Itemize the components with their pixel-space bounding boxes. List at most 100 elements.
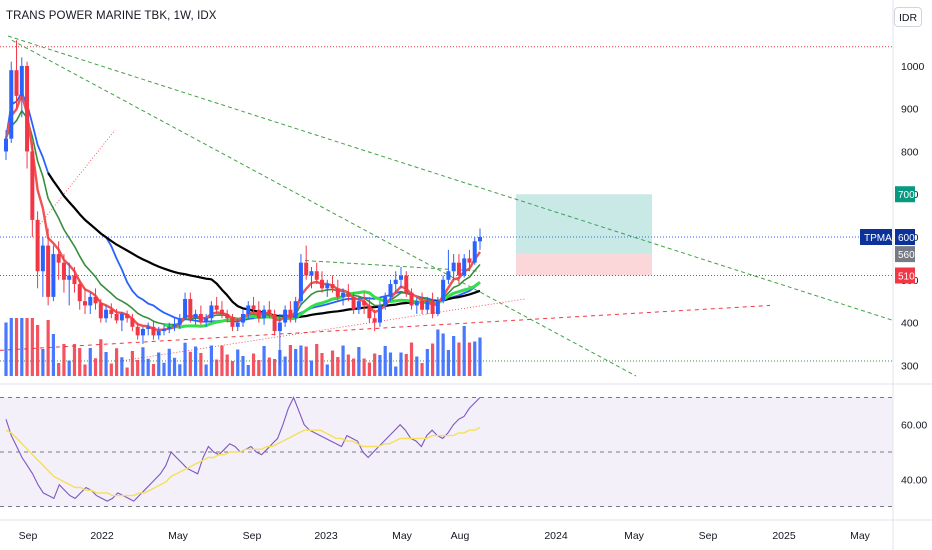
candle-body xyxy=(288,309,293,319)
candle-body xyxy=(183,299,188,319)
volume-bar xyxy=(378,355,382,376)
time-tick-label: 2025 xyxy=(772,530,796,542)
volume-bar xyxy=(325,364,329,376)
candle-body xyxy=(356,301,361,310)
candle-body xyxy=(377,305,382,323)
rsi-band-fill xyxy=(0,397,893,507)
candle-body xyxy=(409,292,414,306)
volume-bar xyxy=(215,359,219,376)
volume-bar xyxy=(357,347,361,376)
volume-bar xyxy=(41,349,45,376)
stop-zone xyxy=(516,254,652,276)
candle-body xyxy=(9,70,14,139)
volume-bar xyxy=(36,325,40,376)
candle-body xyxy=(46,245,51,297)
candle-body xyxy=(267,309,272,314)
volume-bar xyxy=(194,346,198,376)
trend-line-steep xyxy=(11,39,637,377)
candle-body xyxy=(72,275,77,285)
volume-bar xyxy=(115,348,119,376)
candle-body xyxy=(225,313,230,319)
time-tick-label: May xyxy=(168,530,189,542)
candle-body xyxy=(219,309,224,314)
price-tag-bg xyxy=(895,229,915,246)
candle-body xyxy=(383,296,388,306)
volume-bar xyxy=(209,345,213,376)
candle-body xyxy=(77,284,82,302)
volume-bar xyxy=(399,352,403,376)
volume-bar xyxy=(336,357,340,376)
trend-line-red xyxy=(0,304,771,351)
candle-body xyxy=(272,313,277,332)
volume-bar xyxy=(330,350,335,376)
time-tick-label: Aug xyxy=(451,530,470,542)
volume-bar xyxy=(78,348,82,376)
candle-body xyxy=(430,301,435,314)
candle-body xyxy=(198,313,203,323)
volume-bar xyxy=(162,362,166,376)
candle-body xyxy=(456,262,461,276)
trend-line-top xyxy=(304,260,481,272)
volume-bar xyxy=(178,364,182,376)
candle-body xyxy=(93,296,98,304)
candle-body xyxy=(235,322,240,327)
volume-bar xyxy=(273,359,277,376)
candle-body xyxy=(204,318,209,323)
volume-bar xyxy=(299,345,303,376)
time-tick-label: May xyxy=(624,530,645,542)
volume-bar xyxy=(157,352,161,376)
candle-body xyxy=(441,279,446,302)
currency-button[interactable]: IDR xyxy=(894,7,922,27)
candle-body xyxy=(151,326,156,336)
volume-bar xyxy=(346,354,350,376)
volume-bar xyxy=(120,357,124,376)
candle-body xyxy=(214,305,219,310)
volume-bar xyxy=(72,344,77,376)
time-tick-label: May xyxy=(850,530,871,542)
candle-body xyxy=(351,296,356,310)
candle-body xyxy=(330,284,335,289)
candle-body xyxy=(156,331,161,336)
volume-bar xyxy=(315,344,319,376)
volume-bar xyxy=(93,358,98,376)
candle-body xyxy=(230,318,235,327)
volume-bar xyxy=(251,353,256,376)
candle-body xyxy=(130,318,135,327)
volume-bar xyxy=(404,354,408,376)
candle-body xyxy=(88,296,93,306)
volume-bar xyxy=(441,333,445,376)
candle-body xyxy=(167,326,172,329)
candle-body xyxy=(19,65,24,96)
candle-body xyxy=(209,305,214,319)
candle-body xyxy=(246,305,251,314)
candle-body xyxy=(172,324,177,327)
candle-body xyxy=(98,303,103,319)
volume-bar xyxy=(362,358,366,376)
volume-bar xyxy=(294,349,298,376)
price-tag-bg xyxy=(895,246,915,263)
candle-body xyxy=(162,328,166,332)
rsi-tick-label: 60.00 xyxy=(901,420,927,432)
volume-bar xyxy=(20,318,24,376)
price-tag-value: 560 xyxy=(898,250,915,261)
volume-bar xyxy=(409,342,414,376)
candle-body xyxy=(367,305,372,319)
trend-line-long xyxy=(7,35,894,321)
price-pane[interactable] xyxy=(0,35,894,377)
volume-bar xyxy=(104,352,108,376)
volume-bar xyxy=(452,336,456,376)
volume-bar xyxy=(309,360,314,376)
candle-body xyxy=(341,292,346,297)
candle-body xyxy=(399,275,403,280)
candle-body xyxy=(109,309,114,314)
rsi-pane[interactable] xyxy=(0,396,893,508)
volume-bar xyxy=(57,363,61,376)
volume-bar xyxy=(262,346,266,376)
candle-body xyxy=(135,326,140,336)
price-tag-value: 510 xyxy=(898,271,915,282)
candle-body xyxy=(388,284,393,297)
volume-bar xyxy=(383,346,387,376)
candle-body xyxy=(309,271,314,276)
